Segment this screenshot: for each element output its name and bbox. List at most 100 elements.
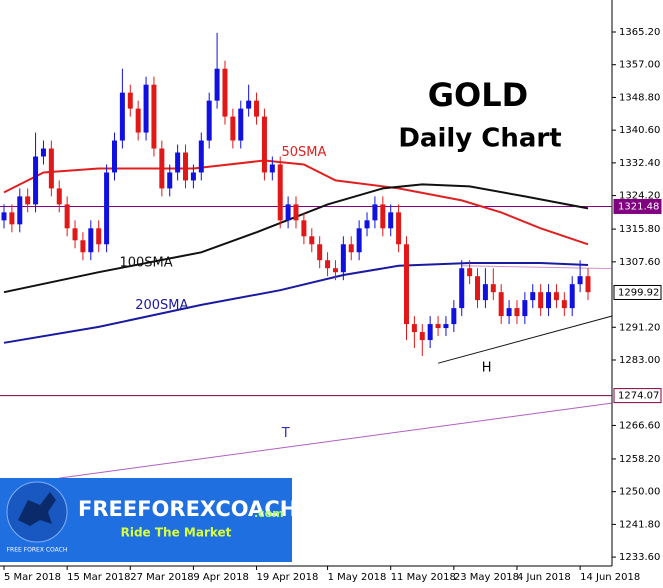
x-tick-label: 27 Mar 2018 — [130, 572, 193, 583]
logo-suffix: .com — [254, 507, 284, 520]
candle-body — [143, 84, 149, 133]
y-tick-label: 1233.60 — [619, 552, 660, 563]
y-tick-label: 1324.20 — [619, 191, 660, 202]
y-tick-label: 1340.60 — [619, 125, 660, 136]
candle-body — [1, 212, 7, 221]
candle-body — [56, 188, 62, 205]
candle-body — [277, 164, 283, 221]
candle-body — [561, 300, 567, 309]
sma-line — [3, 183, 589, 294]
x-tick-label: 15 Mar 2018 — [67, 572, 130, 583]
candle-body — [190, 172, 196, 181]
candle-body — [96, 228, 102, 245]
candle-body — [427, 324, 433, 341]
candle-body — [238, 108, 244, 141]
candle-body — [285, 204, 291, 221]
candle-body — [332, 268, 338, 273]
x-tick-label: 1 May 2018 — [328, 572, 387, 583]
level-label: 1321.48 — [618, 201, 659, 212]
candle-body — [206, 100, 212, 141]
candle-body — [443, 324, 449, 329]
candle-body — [17, 196, 23, 225]
candle-body — [577, 276, 583, 285]
candle-body — [64, 204, 70, 229]
x-tick-label: 4 Jun 2018 — [517, 572, 571, 583]
candle-body — [553, 292, 559, 301]
x-tick-label: 9 Apr 2018 — [193, 572, 248, 583]
candle-body — [40, 148, 46, 157]
candle-body — [198, 140, 204, 173]
candle-body — [348, 244, 354, 253]
candle-body — [317, 244, 323, 261]
level-box — [613, 198, 662, 214]
candle-body — [269, 164, 275, 173]
candle-body — [522, 300, 528, 317]
y-tick-label: 1307.60 — [619, 257, 660, 268]
y-tick-label: 1258.20 — [619, 454, 660, 465]
sma-line — [3, 159, 589, 246]
x-tick-label: 11 May 2018 — [391, 572, 456, 583]
candle-body — [467, 268, 473, 277]
candle-body — [135, 108, 141, 133]
candle-body — [451, 308, 457, 325]
trend-line — [461, 265, 612, 270]
candle-body — [111, 140, 117, 173]
level-box — [613, 388, 662, 404]
y-tick-label: 1283.00 — [619, 355, 660, 366]
logo: FREE FOREX COACH FREEFOREXCOACH .com Rid… — [0, 478, 297, 562]
logo-tagline: Ride The Market — [121, 526, 232, 540]
candle-body — [411, 324, 417, 333]
candle-body — [254, 100, 260, 117]
candle-body — [246, 100, 252, 109]
trend-label: T — [281, 426, 290, 441]
y-tick-label: 1266.60 — [619, 420, 660, 431]
candle-body — [475, 276, 481, 301]
candle-body — [25, 196, 31, 205]
y-tick-label: 1315.80 — [619, 224, 660, 235]
candle-body — [48, 148, 54, 189]
level-label: 1299.92 — [618, 287, 659, 298]
logo-bull — [18, 492, 56, 526]
x-tick-label: 14 Jun 2018 — [580, 572, 640, 583]
candle-body — [380, 204, 386, 229]
candle-body — [538, 292, 544, 309]
candle-body — [151, 84, 157, 149]
candle-body — [309, 236, 315, 245]
candle-body — [435, 324, 441, 329]
candle-body — [80, 240, 86, 253]
y-tick-label: 1241.80 — [619, 519, 660, 530]
candle-body — [293, 204, 299, 221]
candle-body — [506, 308, 512, 317]
level-box — [613, 284, 662, 300]
candle-body — [569, 284, 575, 309]
candle-body — [127, 92, 133, 109]
x-tick-label: 5 Mar 2018 — [4, 572, 61, 583]
candle-body — [585, 276, 591, 293]
y-tick-label: 1365.20 — [619, 27, 660, 38]
x-tick-label: 23 May 2018 — [454, 572, 519, 583]
candle-body — [159, 148, 165, 189]
candle-body — [9, 212, 15, 225]
y-tick-label: 1357.00 — [619, 60, 660, 71]
trend-line — [437, 315, 612, 364]
candle-body — [419, 332, 425, 341]
candle-body — [33, 156, 39, 205]
candle-body — [459, 268, 465, 309]
candle-body — [230, 116, 236, 141]
candle-body — [301, 220, 307, 237]
candle-body — [222, 68, 228, 117]
chart-title: GOLD — [428, 76, 528, 114]
sma-label: 200SMA — [135, 298, 188, 313]
candle-body — [325, 260, 331, 269]
candle-body — [72, 228, 78, 241]
candle-body — [388, 212, 394, 229]
x-tick-label: 19 Apr 2018 — [257, 572, 319, 583]
y-tick-label: 1332.40 — [619, 158, 660, 169]
candle-body — [396, 212, 402, 245]
sma-label: 100SMA — [119, 255, 172, 270]
candle-body — [175, 152, 181, 173]
candle-body — [403, 244, 409, 325]
candle-body — [546, 292, 552, 309]
